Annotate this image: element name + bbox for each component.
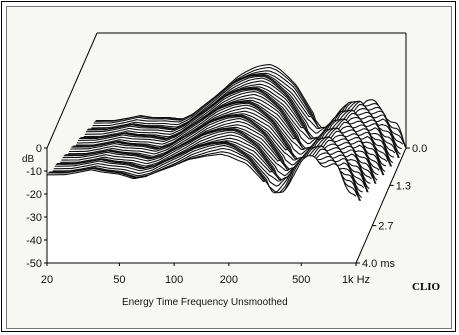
time-axis-line: [355, 147, 407, 264]
time-tick-label: 2.7: [378, 221, 393, 233]
y-tick-label: -50: [26, 258, 42, 270]
y-tick-label: -30: [26, 212, 42, 224]
clio-brand-label: CLIO: [412, 281, 441, 293]
waterfall-slices: [47, 64, 407, 263]
waterfall-slice-line: [47, 153, 357, 197]
x-tick-label: 200: [220, 274, 238, 286]
y-tick-label: -10: [26, 166, 42, 178]
y-tick-label: -20: [26, 189, 42, 201]
waterfall-slice-line: [53, 141, 363, 193]
x-tick-label: 1k Hz: [342, 274, 370, 286]
plot-box: [46, 32, 407, 149]
time-tick-label: 1.3: [396, 180, 411, 192]
time-tick-label: 0.0: [412, 143, 427, 155]
x-tick-label: 20: [41, 274, 53, 286]
axes: 0 -10 -20 -30 -40 -50 20 50 100 200 500 1k Hz 0.0 1.3…: [26, 143, 427, 286]
y-tick-label: -40: [26, 235, 42, 247]
time-tick-label: 4.0 ms: [362, 258, 396, 270]
waterfall-slice-fill: [47, 154, 356, 263]
waterfall-slice-line: [61, 128, 371, 184]
x-tick-label: 50: [113, 274, 125, 286]
x-tick-label: 100: [165, 274, 183, 286]
x-axis-label: Energy Time Frequency Unsmoothed: [122, 297, 288, 308]
box-edge-left: [46, 32, 98, 149]
y-tick-label: 0: [36, 143, 42, 155]
x-tick-label: 500: [292, 274, 310, 286]
y-axis-label: dB: [22, 154, 35, 165]
waterfall-slice-line: [69, 114, 379, 176]
